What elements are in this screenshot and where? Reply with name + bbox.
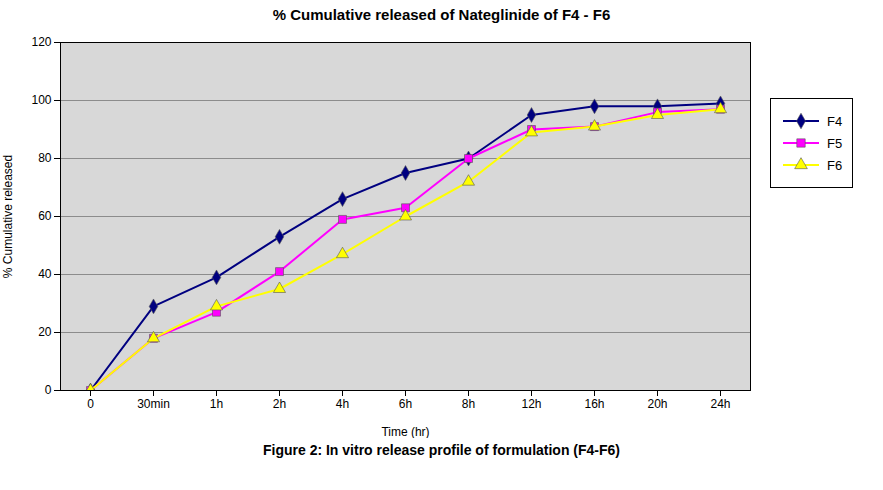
- svg-text:% Cumulative released: % Cumulative released: [1, 155, 15, 278]
- svg-text:12h: 12h: [521, 397, 541, 411]
- svg-text:40: 40: [38, 267, 52, 281]
- svg-text:30min: 30min: [137, 397, 170, 411]
- svg-text:120: 120: [31, 35, 51, 49]
- html-text:F5: F5: [827, 135, 843, 151]
- svg-text:0: 0: [45, 383, 52, 397]
- svg-text:4h: 4h: [336, 397, 349, 411]
- html-text:Figure 2: In vitro release pro: Figure 2: In vitro release profile of fo…: [263, 442, 620, 458]
- svg-text:24h: 24h: [710, 397, 730, 411]
- svg-text:20: 20: [38, 325, 52, 339]
- svg-text:80: 80: [38, 151, 52, 165]
- svg-text:16h: 16h: [584, 397, 604, 411]
- html-text:F6: F6: [827, 157, 843, 173]
- svg-text:6h: 6h: [399, 397, 412, 411]
- svg-text:8h: 8h: [462, 397, 475, 411]
- svg-text:2h: 2h: [273, 397, 286, 411]
- svg-text:60: 60: [38, 209, 52, 223]
- svg-text:0: 0: [87, 397, 94, 411]
- svg-text:Time (hr): Time (hr): [381, 425, 429, 439]
- html-text:F4: F4: [827, 113, 843, 129]
- svg-text:1h: 1h: [210, 397, 223, 411]
- svg-text:100: 100: [31, 93, 51, 107]
- svg-text:20h: 20h: [647, 397, 667, 411]
- html-text:% Cumulative released of Nateg: % Cumulative released of Nateglinide of …: [272, 6, 611, 23]
